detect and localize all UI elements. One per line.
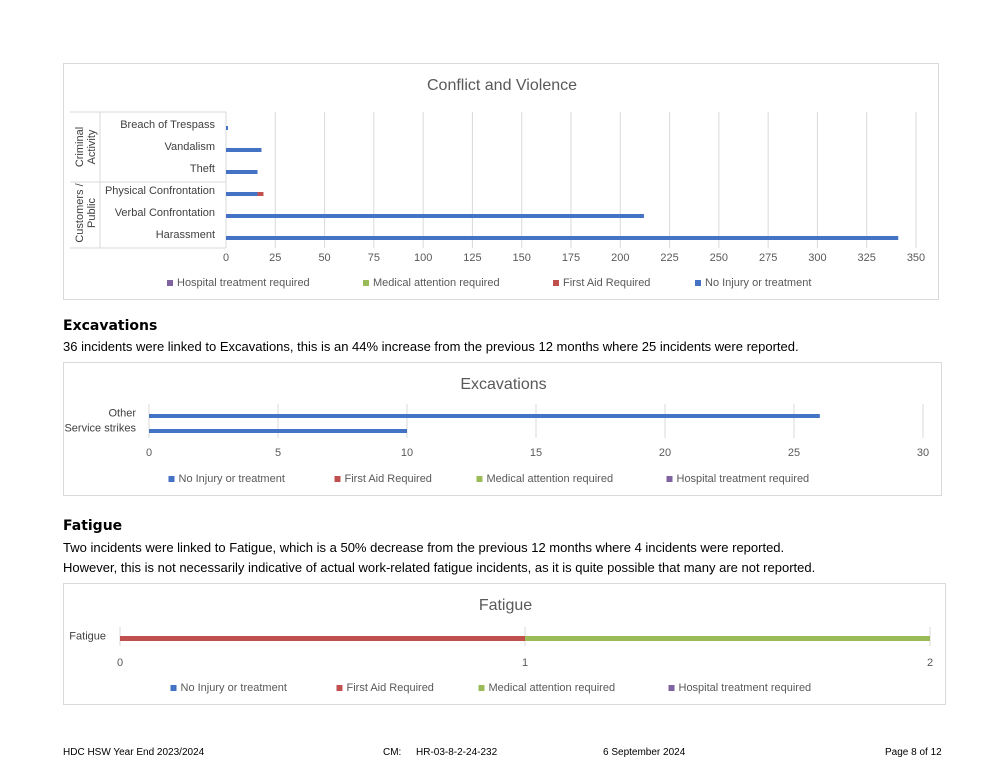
x-tick-label-175: 175 [562,252,580,264]
excavations-chart-title: Excavations [460,376,546,393]
fatigue-chart-title: Fatigue [479,597,532,614]
legend-swatch-first-aid-required [553,280,559,286]
legend-label-no-injury-or-treatment: No Injury or treatment [179,473,285,485]
x-tick-label-150: 150 [513,252,531,264]
x-tick-label-250: 250 [710,252,728,264]
bar-physical-confrontation-no-injury-or-treatment [226,192,258,196]
bar-theft-no-injury-or-treatment [226,170,258,174]
bar-breach-of-trespass-no-injury-or-treatment [226,126,228,130]
x-tick-label-275: 275 [759,252,777,264]
x-tick-label-100: 100 [414,252,432,264]
x-tick-label-350: 350 [907,252,925,264]
x-tick-label-20: 20 [659,447,671,459]
x-tick-label-25: 25 [788,447,800,459]
category-label-service-strikes: Service strikes [64,423,136,435]
x-tick-label-50: 50 [318,252,330,264]
category-label-breach-of-trespass: Breach of Trespass [120,119,215,131]
x-tick-label-25: 25 [269,252,281,264]
bar-physical-confrontation-first-aid-required [257,192,264,196]
bar-verbal-confrontation-no-injury-or-treatment [226,214,644,218]
fatigue-text-1: Two incidents were linked to Fatigue, wh… [63,540,785,555]
category-label-theft: Theft [190,163,215,175]
fatigue-svg: Fatigue 0 1 2 Fatigue No Injury or treatment F… [69,597,933,694]
x-tick-label-325: 325 [858,252,876,264]
legend-swatch-hospital-treatment-required [167,280,173,286]
x-tick-label-200: 200 [611,252,629,264]
category-label-physical-confrontation: Physical Confrontation [105,185,215,197]
x-tick-label-5: 5 [275,447,281,459]
category-label-harassment: Harassment [156,229,215,241]
legend-swatch-first-aid-required [334,476,341,482]
legend-label-hospital-treatment-required: Hospital treatment required [679,682,812,694]
fatigue-heading: Fatigue [63,518,123,534]
legend-swatch-no-injury-or-treatment [695,280,701,286]
excavations-chart: Excavations 0 5 10 15 20 25 30 Other Service stri… [63,362,942,496]
excavations-svg: Excavations 0 5 10 15 20 25 30 Other Service stri… [64,376,929,485]
legend-label-no-injury-or-treatment: No Injury or treatment [705,277,811,289]
x-tick-label-0: 0 [117,657,123,669]
x-tick-label-125: 125 [463,252,481,264]
legend-label-first-aid-required: First Aid Required [347,682,434,694]
legend-swatch-no-injury-or-treatment [168,476,175,482]
legend-label-hospital-treatment-required: Hospital treatment required [677,473,810,485]
fatigue-chart: Fatigue 0 1 2 Fatigue No Injury or treatment F… [63,583,946,705]
legend-label-no-injury-or-treatment: No Injury or treatment [181,682,287,694]
excavations-heading: Excavations [63,318,158,334]
category-label-other: Other [108,408,136,420]
bar-fatigue-medical-attention-required [525,636,930,641]
footer-cm-value: HR-03-8-2-24-232 [416,747,498,758]
conflict-and-violence-chart-title: Conflict and Violence [427,77,577,94]
bar-other-no-injury-or-treatment [149,414,820,418]
footer-page-number: Page 8 of 12 [885,747,942,758]
conflict-violence-chart: Conflict and Violence 0 25 50 75 100 125 150 175… [63,63,939,300]
fatigue-text-2: However, this is not necessarily indicat… [63,560,816,575]
x-tick-label-0: 0 [223,252,229,264]
x-tick-label-30: 30 [917,447,929,459]
legend-swatch-hospital-treatment-required [668,685,675,691]
legend-label-first-aid-required: First Aid Required [345,473,432,485]
x-tick-label-15: 15 [530,447,542,459]
conflict-violence-svg: Conflict and Violence 0 25 50 75 100 125 150 175… [70,77,925,289]
legend-label-medical-attention-required: Medical attention required [489,682,616,694]
x-tick-label-300: 300 [808,252,826,264]
x-tick-label-75: 75 [368,252,380,264]
legend-label-medical-attention-required: Medical attention required [373,277,500,289]
group-label-criminal-activity: CriminalActivity [74,127,98,167]
footer-doc-title: HDC HSW Year End 2023/2024 [63,747,205,758]
bar-service-strikes-no-injury-or-treatment [149,429,407,433]
legend-swatch-medical-attention-required [478,685,485,691]
legend-swatch-no-injury-or-treatment [170,685,177,691]
legend-swatch-medical-attention-required [476,476,483,482]
footer-date: 6 September 2024 [603,747,686,758]
x-tick-label-225: 225 [660,252,678,264]
footer-cm-label: CM: [383,747,402,758]
group-label-customers-public: Customers /Public [74,182,98,242]
bar-vandalism-no-injury-or-treatment [226,148,262,152]
x-tick-label-2: 2 [927,657,933,669]
legend-swatch-first-aid-required [336,685,343,691]
legend-label-first-aid-required: First Aid Required [563,277,650,289]
x-tick-label-10: 10 [401,447,413,459]
category-label-fatigue: Fatigue [69,631,106,643]
legend-swatch-medical-attention-required [363,280,369,286]
excavations-text: 36 incidents were linked to Excavations,… [63,339,799,354]
x-tick-label-0: 0 [146,447,152,459]
legend-label-medical-attention-required: Medical attention required [487,473,614,485]
bar-harassment-no-injury-or-treatment [226,236,899,240]
category-label-vandalism: Vandalism [164,141,215,153]
x-tick-label-1: 1 [522,657,528,669]
category-label-verbal-confrontation: Verbal Confrontation [115,207,215,219]
legend-label-hospital-treatment-required: Hospital treatment required [177,277,310,289]
legend-swatch-hospital-treatment-required [666,476,673,482]
bar-fatigue-first-aid-required [120,636,525,641]
